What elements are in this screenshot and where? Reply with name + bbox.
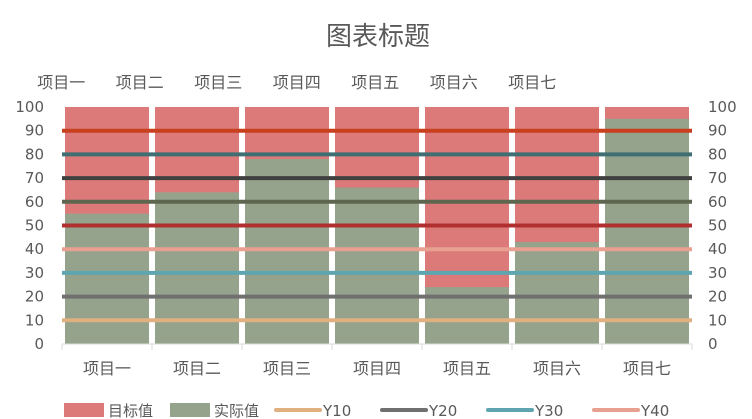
- top-category-label: 项目五: [351, 73, 399, 92]
- bar-actual-3: [245, 159, 329, 344]
- legend-swatch-目标值: [64, 403, 104, 417]
- y-axis-left-ticks: 0 10 20 30 40 50 60 70 80 90 100: [15, 98, 44, 353]
- legend-label: Y40: [640, 402, 669, 419]
- y-tick-label-left: 10: [25, 311, 44, 329]
- y-tick-label-left: 0: [34, 335, 44, 353]
- y-tick-label-left: 20: [25, 288, 44, 306]
- legend-label: 实际值: [214, 402, 259, 419]
- x-category-label: 项目七: [623, 359, 671, 378]
- y-tick-label-right: 60: [708, 193, 727, 211]
- y-tick-label-left: 60: [25, 193, 44, 211]
- y-tick-label-right: 70: [708, 169, 727, 187]
- legend-label: Y20: [428, 402, 457, 419]
- top-category-label: 项目四: [273, 73, 321, 92]
- x-category-label: 项目一: [83, 359, 131, 378]
- top-category-labels: 项目一 项目二 项目三 项目四 项目五 项目六 项目七: [37, 73, 556, 92]
- y-tick-label-left: 80: [25, 145, 44, 163]
- x-axis: [61, 343, 693, 350]
- x-axis-category-labels: 项目一 项目二 项目三 项目四 项目五 项目六 项目七: [83, 359, 671, 378]
- bar-actual-4: [335, 187, 419, 344]
- y-tick-label-left: 100: [15, 98, 44, 116]
- x-category-label: 项目二: [173, 359, 221, 378]
- y-axis-right-ticks: 0 10 20 30 40 50 60 70 80 90 100: [708, 98, 737, 353]
- top-category-label: 项目一: [37, 73, 85, 92]
- y-tick-label-right: 40: [708, 240, 727, 258]
- bar-actual-1: [65, 213, 149, 344]
- x-category-label: 项目三: [263, 359, 311, 378]
- y-tick-label-right: 90: [708, 122, 727, 140]
- y-tick-label-left: 90: [25, 122, 44, 140]
- top-category-label: 项目三: [194, 73, 242, 92]
- y-tick-label-right: 50: [708, 217, 727, 235]
- x-category-label: 项目六: [533, 359, 581, 378]
- x-category-label: 项目四: [353, 359, 401, 378]
- y-tick-label-right: 20: [708, 288, 727, 306]
- y-tick-label-right: 0: [708, 335, 718, 353]
- top-category-label: 项目六: [430, 73, 478, 92]
- x-category-label: 项目五: [443, 359, 491, 378]
- reference-lines-group: [62, 128, 692, 323]
- top-category-label: 项目七: [508, 73, 556, 92]
- y-tick-label-right: 80: [708, 145, 727, 163]
- y-tick-label-right: 30: [708, 264, 727, 282]
- y-tick-label-left: 70: [25, 169, 44, 187]
- y-tick-label-left: 40: [25, 240, 44, 258]
- y-tick-label-left: 50: [25, 217, 44, 235]
- legend-label: Y30: [534, 402, 563, 419]
- chart-title: 图表标题: [326, 22, 430, 52]
- y-tick-label-right: 100: [708, 98, 737, 116]
- legend-label: Y10: [322, 402, 351, 419]
- top-category-label: 项目二: [116, 73, 164, 92]
- legend: 目标值 实际值 Y10 Y20 Y30 Y40: [64, 402, 669, 419]
- legend-label: 目标值: [108, 402, 153, 419]
- bar-actual-6: [515, 242, 599, 344]
- legend-swatch-实际值: [170, 403, 210, 417]
- y-tick-label-left: 30: [25, 264, 44, 282]
- y-tick-label-right: 10: [708, 311, 727, 329]
